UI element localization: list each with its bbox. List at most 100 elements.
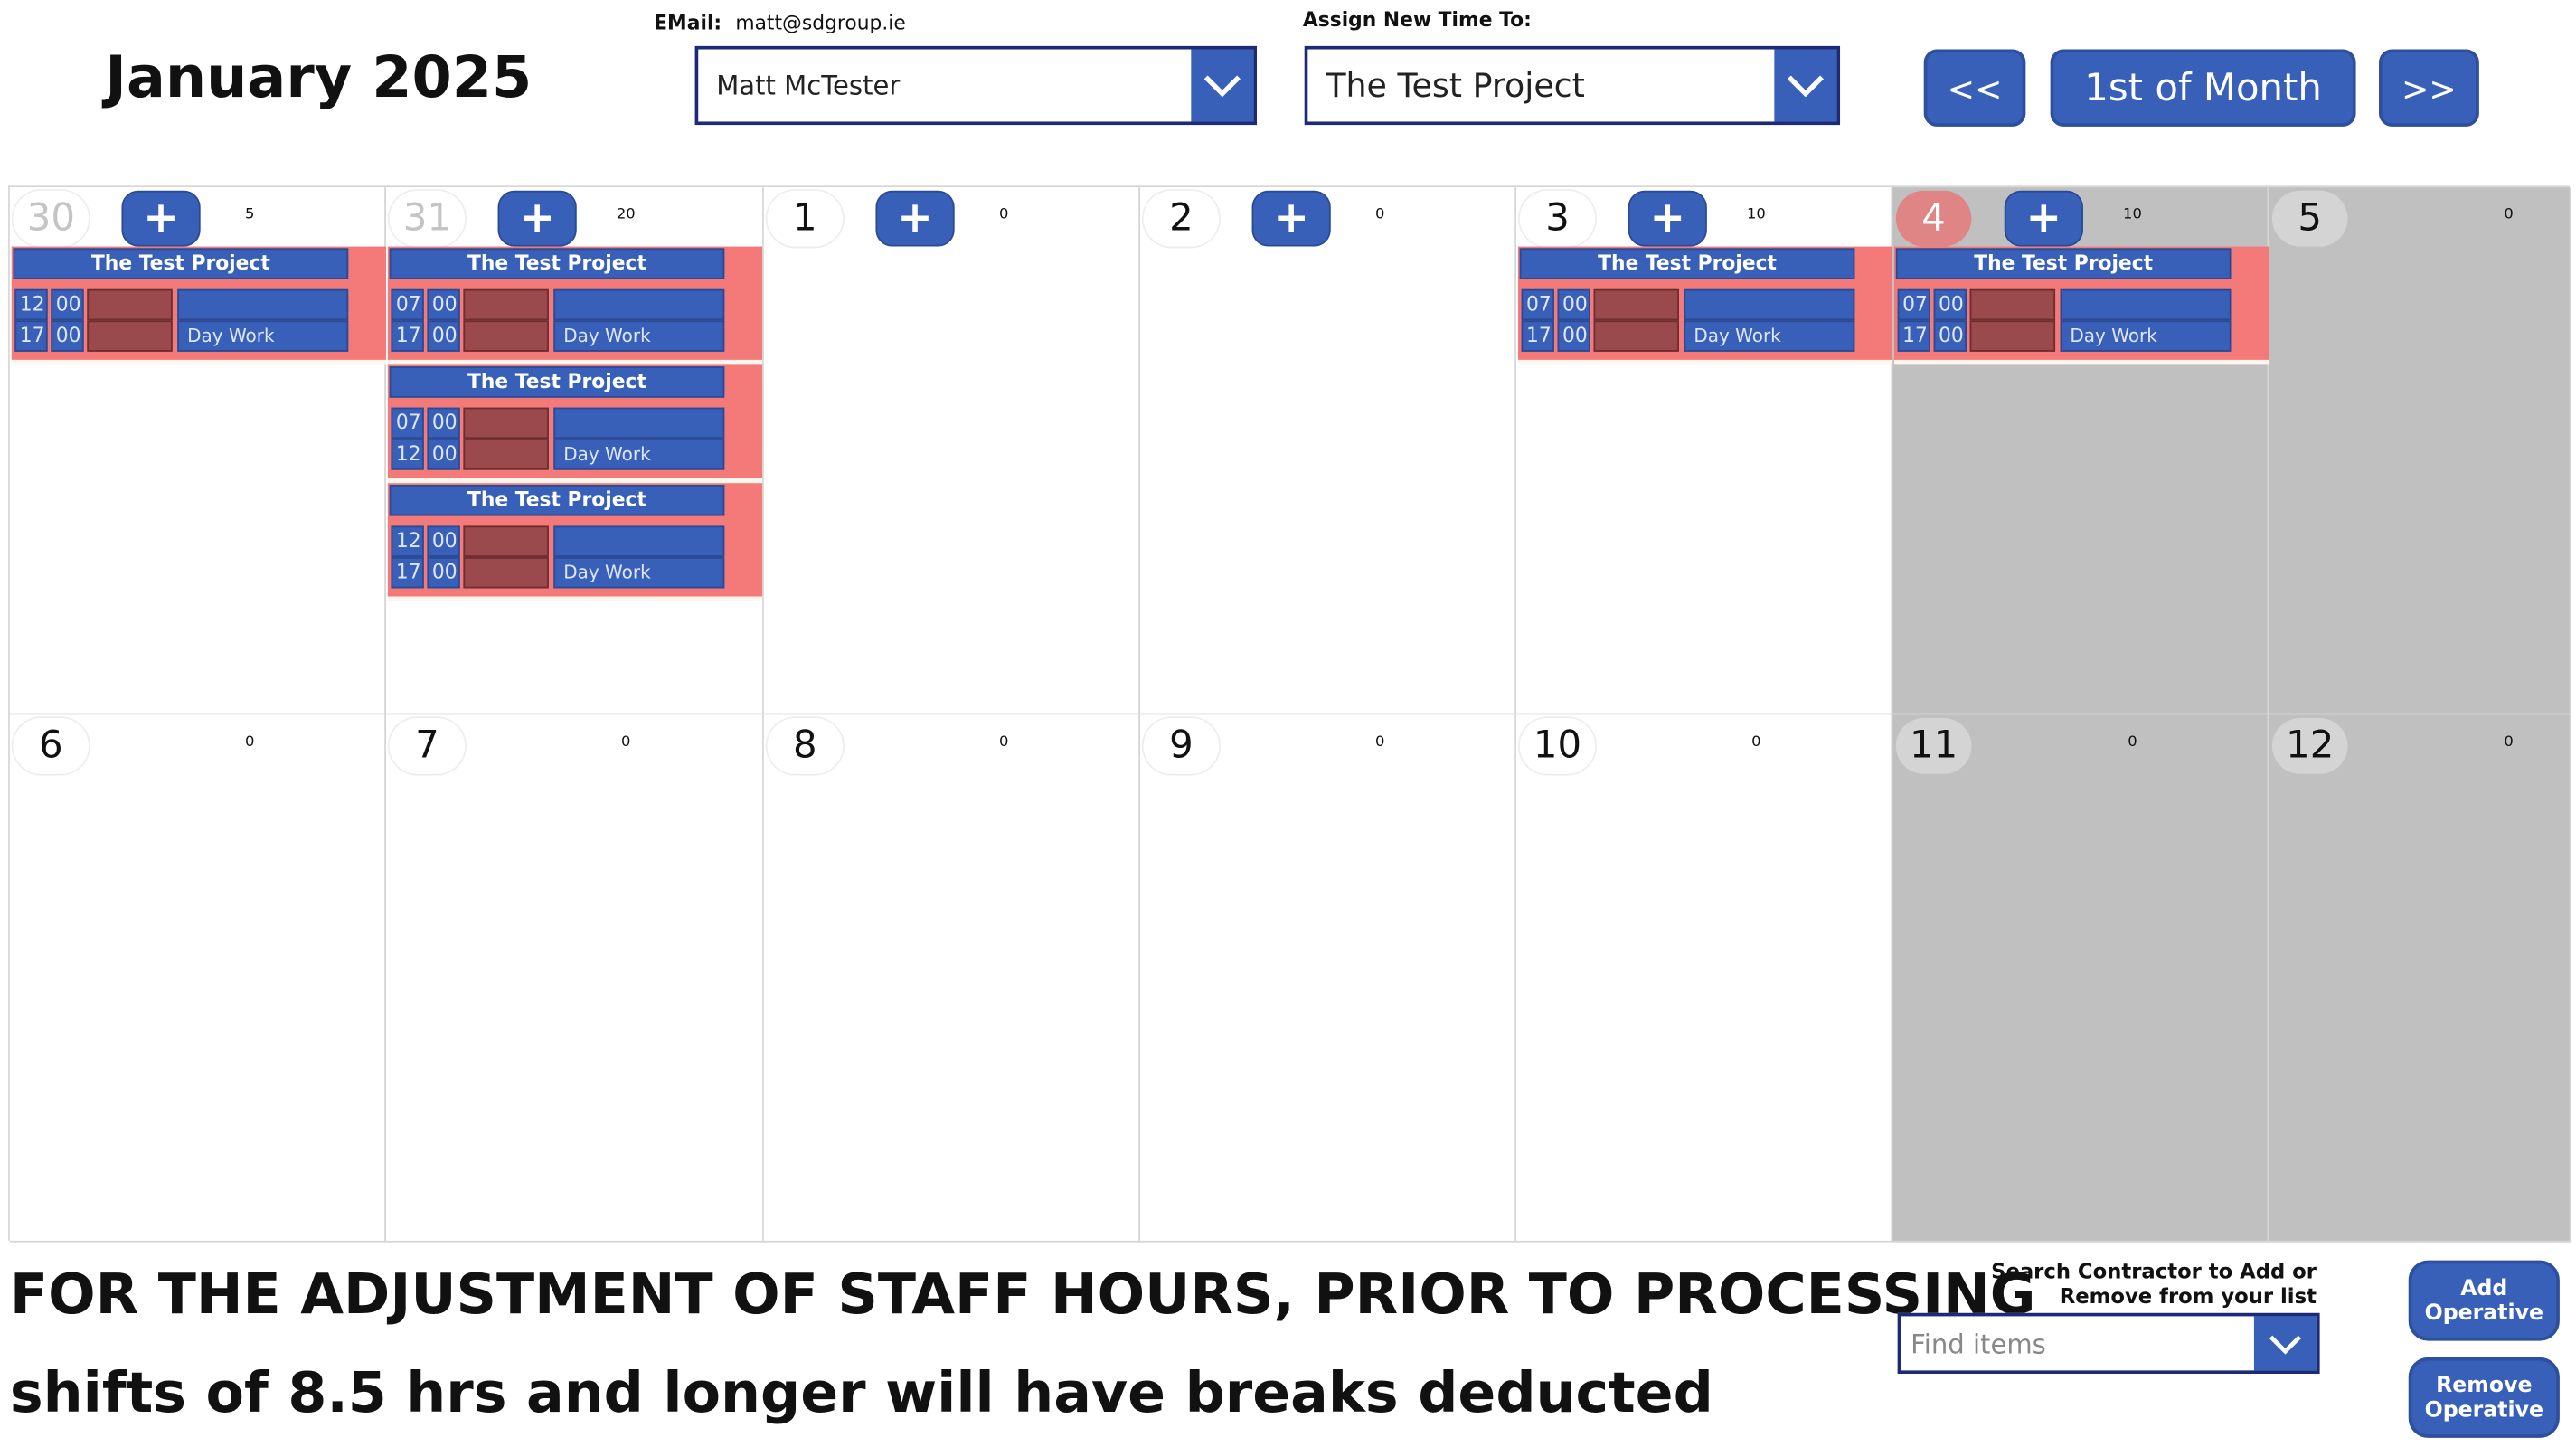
add-shift-button[interactable]: + xyxy=(497,190,577,247)
chevron-down-icon[interactable] xyxy=(1191,49,1254,122)
shift-count: 0 xyxy=(2504,206,2514,224)
email-value: matt@sdgroup.ie xyxy=(735,11,906,35)
start-hour[interactable]: 12 xyxy=(391,525,424,557)
contractor-search-combobox[interactable]: Find items xyxy=(1897,1312,2320,1375)
start-minute[interactable]: 00 xyxy=(427,525,460,557)
shift-divider xyxy=(1517,359,1893,365)
day-number: 3 xyxy=(1519,190,1596,247)
search-input[interactable]: Find items xyxy=(1911,1328,2046,1359)
start-hour[interactable]: 07 xyxy=(1521,288,1554,321)
shift-type-field[interactable]: Day Work xyxy=(553,320,725,352)
assign-label: Assign New Time To: xyxy=(1302,8,1532,32)
shift-entry[interactable]: The Test Project 07 17 00 00 Day Work xyxy=(387,246,763,365)
start-minute[interactable]: 00 xyxy=(1933,288,1967,321)
day-number: 4 xyxy=(1895,190,1972,247)
plus-icon: + xyxy=(1273,194,1309,243)
shift-project-title[interactable]: The Test Project xyxy=(389,485,725,516)
day-number: 2 xyxy=(1143,190,1220,247)
shift-project-title[interactable]: The Test Project xyxy=(1895,248,2232,279)
shift-notes-field xyxy=(1684,288,1855,321)
add-shift-button[interactable]: + xyxy=(121,190,201,247)
add-shift-button[interactable]: + xyxy=(875,190,955,247)
shift-entry[interactable]: The Test Project 07 17 00 00 Day Work xyxy=(1894,246,2269,365)
add-shift-button[interactable]: + xyxy=(1251,190,1331,247)
end-minute[interactable]: 00 xyxy=(1557,320,1590,352)
chevron-down-icon[interactable] xyxy=(1774,49,1837,122)
end-minute[interactable]: 00 xyxy=(427,556,460,589)
shift-entry[interactable]: The Test Project 12 17 00 00 Day Work xyxy=(11,246,386,365)
shift-count: 5 xyxy=(244,206,255,224)
day-number: 30 xyxy=(13,190,90,247)
user-select[interactable]: Matt McTester xyxy=(694,45,1258,126)
shift-type-field[interactable]: Day Work xyxy=(1684,320,1855,352)
project-select[interactable]: The Test Project xyxy=(1304,45,1841,126)
project-select-value: The Test Project xyxy=(1326,65,1585,106)
chevron-down-icon[interactable] xyxy=(2253,1316,2317,1371)
search-label-line-1: Search Contractor to Add or xyxy=(1991,1258,2317,1284)
shift-count: 20 xyxy=(616,206,636,224)
start-minute[interactable]: 00 xyxy=(427,407,460,440)
shift-entry[interactable]: The Test Project 07 12 00 00 Day Work xyxy=(387,364,763,484)
shift-entry[interactable]: The Test Project 07 17 00 00 Day Work xyxy=(1517,246,1893,365)
day-cell[interactable]: 10 0 xyxy=(1516,714,1893,1243)
day-cell[interactable]: 3 +10 The Test Project 07 17 00 00 Day Work xyxy=(1516,187,1893,715)
end-minute[interactable]: 00 xyxy=(1933,320,1967,352)
end-hour[interactable]: 17 xyxy=(391,320,424,352)
add-shift-button[interactable]: + xyxy=(1628,190,1707,247)
start-minute[interactable]: 00 xyxy=(427,288,460,321)
shift-count: 0 xyxy=(2128,734,2137,752)
shift-count: 0 xyxy=(2504,734,2514,752)
day-cell[interactable]: 11 0 xyxy=(1892,714,2269,1243)
start-hour[interactable]: 07 xyxy=(1897,288,1930,321)
day-cell[interactable]: 31 +20 The Test Project 07 17 00 00 Day Work The… xyxy=(385,187,764,715)
shift-project-title[interactable]: The Test Project xyxy=(13,248,349,279)
email-label: EMail: matt@sdgroup.ie xyxy=(654,12,906,34)
add-shift-button[interactable]: + xyxy=(2004,190,2083,247)
day-number: 1 xyxy=(767,190,844,247)
break-start-box xyxy=(1593,288,1679,321)
end-minute[interactable]: 00 xyxy=(51,320,84,352)
end-hour[interactable]: 17 xyxy=(391,556,424,589)
day-cell[interactable]: 4 +10 The Test Project 07 17 00 00 Day Work xyxy=(1892,187,2269,715)
start-minute[interactable]: 00 xyxy=(1557,288,1590,321)
shift-notes-field xyxy=(553,288,725,321)
prev-month-button[interactable]: << xyxy=(1923,49,2026,127)
shift-entry[interactable]: The Test Project 12 17 00 00 Day Work xyxy=(387,483,763,602)
shift-project-title[interactable]: The Test Project xyxy=(389,248,725,279)
shift-type-field[interactable]: Day Work xyxy=(553,556,725,589)
day-cell[interactable]: 30 +5 The Test Project 12 17 00 00 Day Work xyxy=(9,187,386,715)
notice-line-2: shifts of 8.5 hrs and longer will have b… xyxy=(9,1360,1713,1427)
shift-project-title[interactable]: The Test Project xyxy=(389,366,725,398)
add-operative-button[interactable]: Add Operative xyxy=(2408,1260,2560,1341)
day-cell[interactable]: 12 0 xyxy=(2269,714,2571,1243)
start-minute[interactable]: 00 xyxy=(51,288,84,321)
day-cell[interactable]: 2 +0 xyxy=(1139,187,1517,715)
day-number: 10 xyxy=(1519,718,1596,774)
shift-project-title[interactable]: The Test Project xyxy=(1519,248,1855,279)
end-hour[interactable]: 12 xyxy=(391,439,424,470)
shift-type-field[interactable]: Day Work xyxy=(553,439,725,470)
shift-count: 10 xyxy=(2123,206,2142,224)
end-minute[interactable]: 00 xyxy=(427,439,460,470)
shift-count: 0 xyxy=(621,734,631,752)
end-hour[interactable]: 17 xyxy=(1521,320,1554,352)
day-number: 6 xyxy=(13,718,90,774)
next-month-button[interactable]: >> xyxy=(2379,49,2479,127)
end-hour[interactable]: 17 xyxy=(14,320,48,352)
start-hour[interactable]: 12 xyxy=(14,288,48,321)
shift-divider xyxy=(1894,359,2269,365)
remove-operative-button[interactable]: Remove Operative xyxy=(2408,1357,2560,1438)
end-hour[interactable]: 17 xyxy=(1897,320,1930,352)
shift-type-field[interactable]: Day Work xyxy=(2060,320,2232,352)
end-minute[interactable]: 00 xyxy=(427,320,460,352)
shift-type-field[interactable]: Day Work xyxy=(177,320,349,352)
start-hour[interactable]: 07 xyxy=(391,288,424,321)
first-of-month-button[interactable]: 1st of Month xyxy=(2050,49,2356,127)
start-hour[interactable]: 07 xyxy=(391,407,424,440)
day-cell[interactable]: 1 +0 xyxy=(763,187,1140,715)
